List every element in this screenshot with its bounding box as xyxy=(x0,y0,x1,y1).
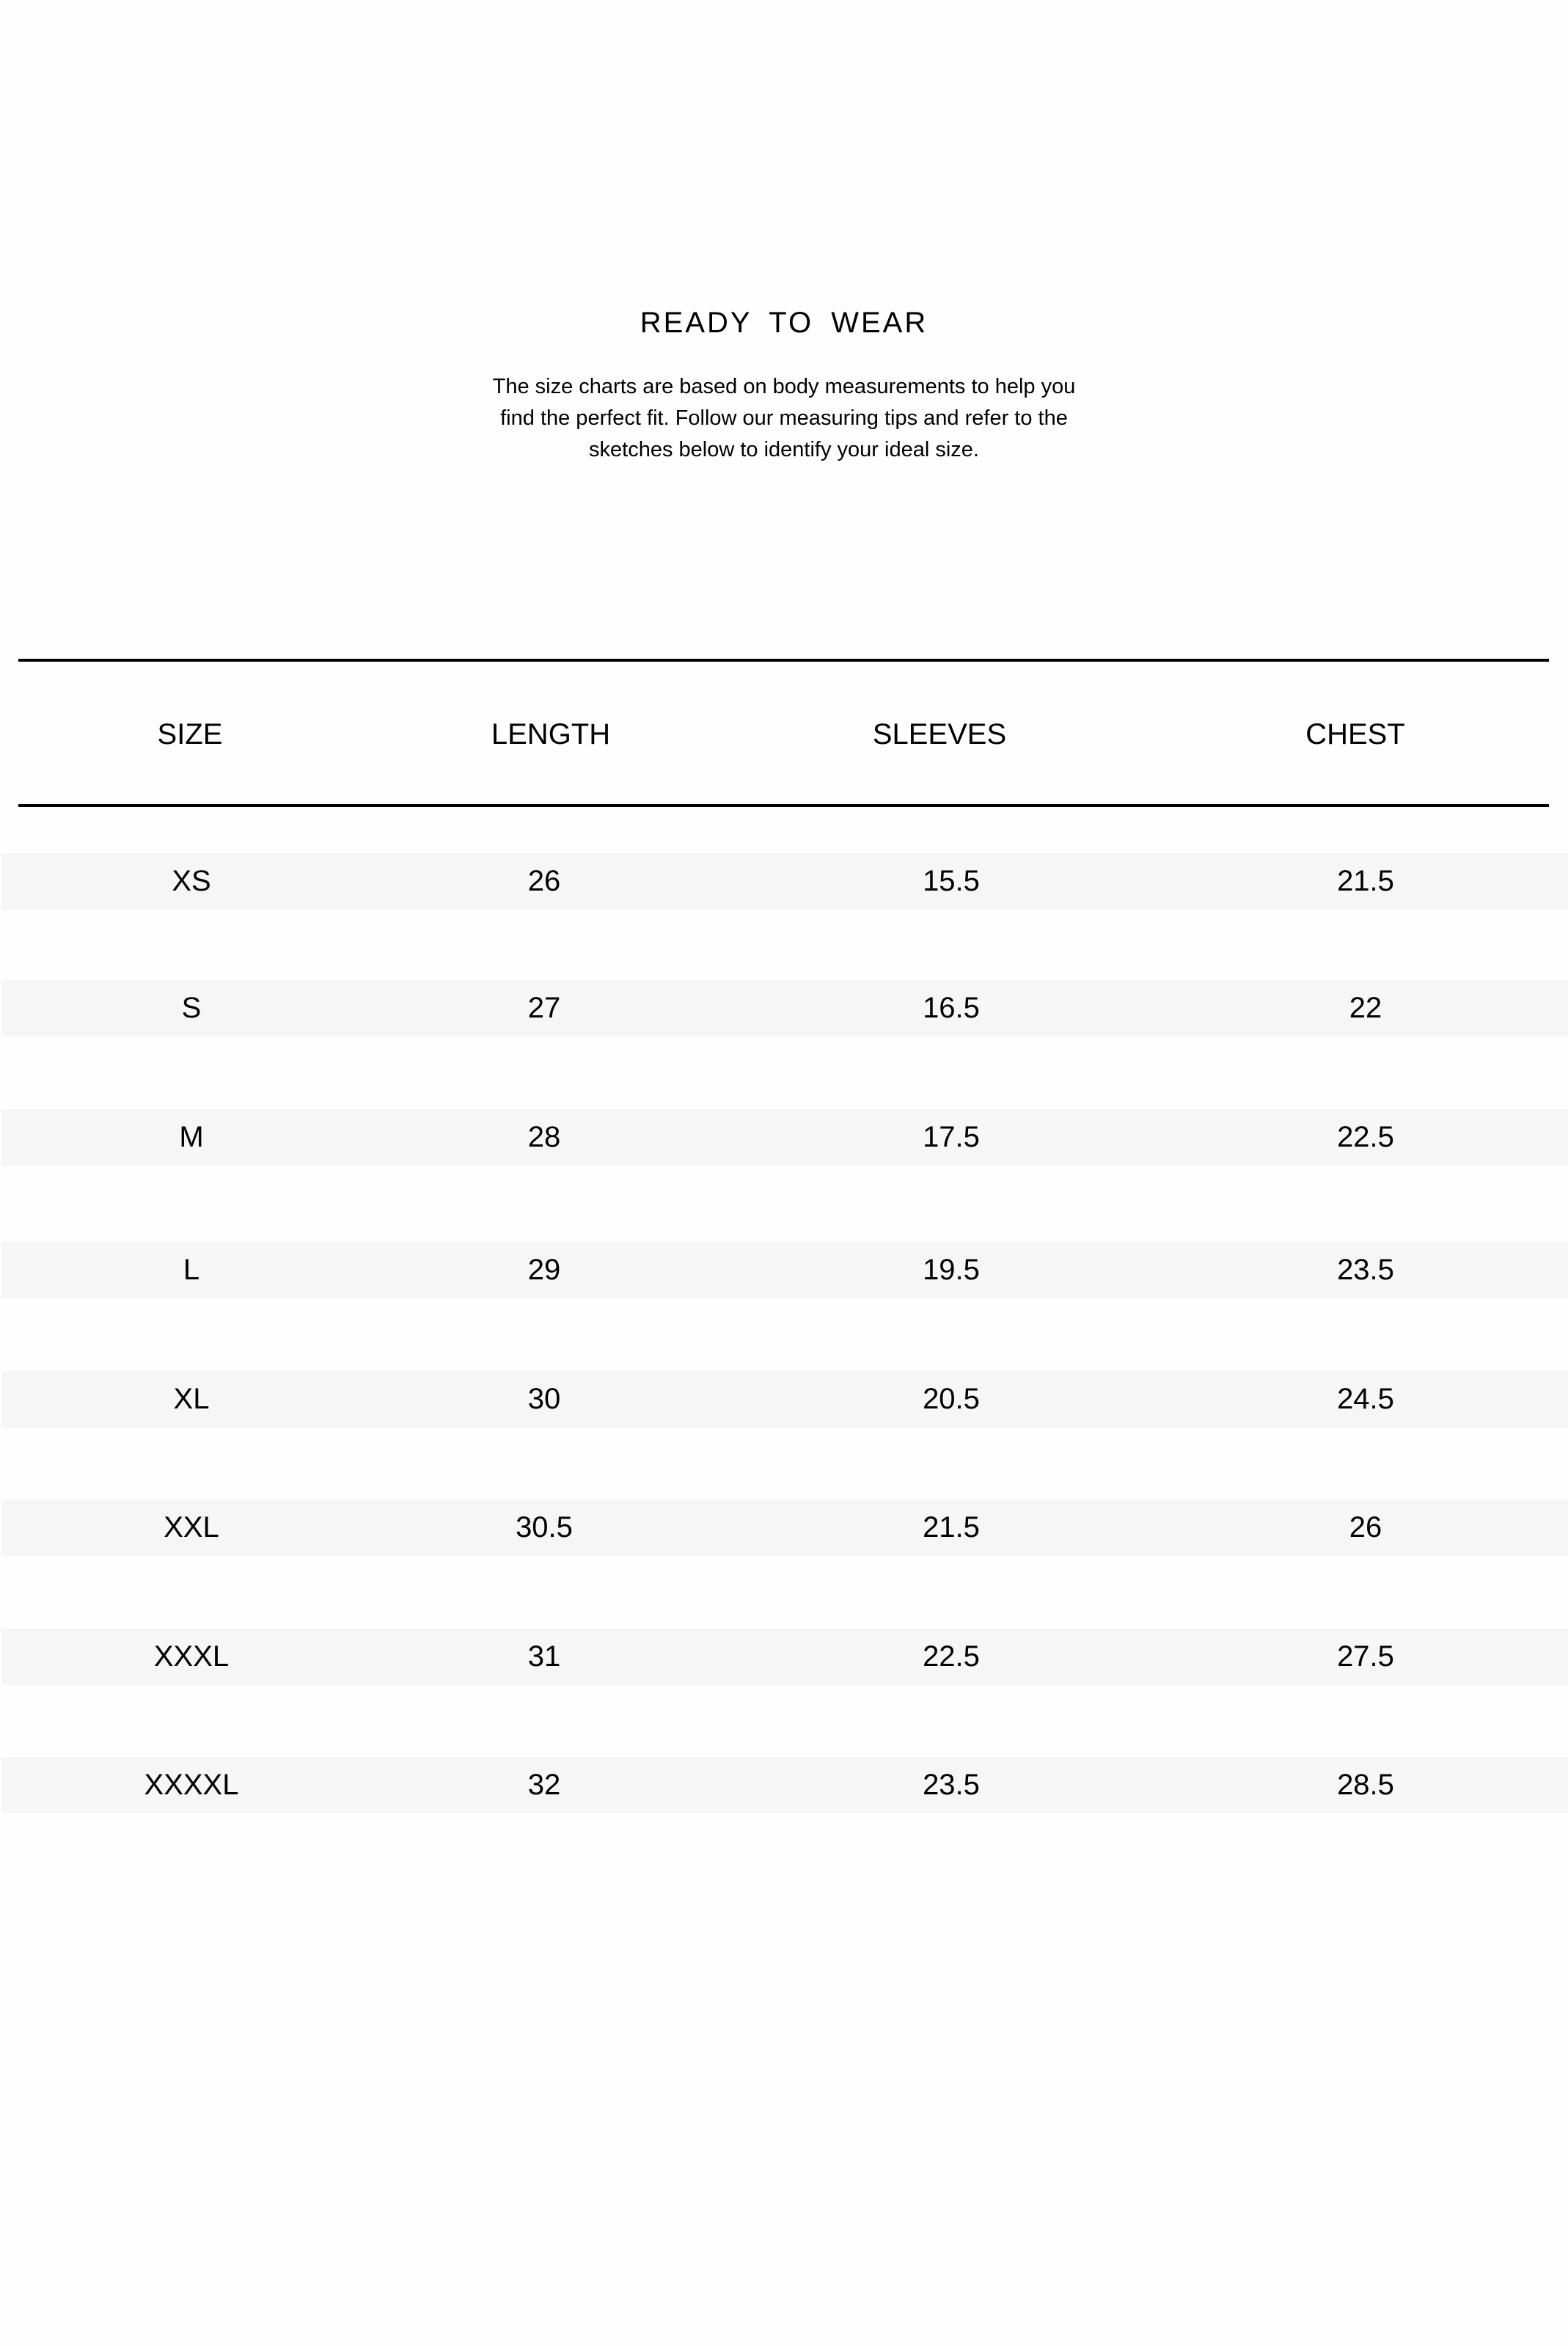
header-chest: CHEST xyxy=(1305,718,1405,750)
cell-chest: 22.5 xyxy=(1337,1121,1394,1153)
header-size: SIZE xyxy=(157,718,223,750)
page-title: READY TO WEAR xyxy=(640,307,928,339)
table-header-divider xyxy=(18,804,1549,807)
cell-size: XXXL xyxy=(153,1640,230,1673)
cell-chest: 27.5 xyxy=(1337,1640,1394,1673)
cell-size: XXXXL xyxy=(144,1769,239,1801)
cell-length: 30 xyxy=(527,1383,561,1415)
cell-length: 26 xyxy=(527,865,561,897)
table-row: M 28 17.5 22.5 xyxy=(1,1109,1568,1166)
table-row: L 29 19.5 23.5 xyxy=(1,1242,1568,1298)
cell-chest: 21.5 xyxy=(1337,865,1394,897)
table-row: XXXL 31 22.5 27.5 xyxy=(1,1629,1568,1685)
cell-size: L xyxy=(183,1254,200,1286)
table-row: XXL 30.5 21.5 26 xyxy=(1,1499,1568,1556)
header-length: LENGTH xyxy=(491,718,611,750)
cell-chest: 23.5 xyxy=(1337,1254,1394,1286)
cell-sleeves: 17.5 xyxy=(923,1121,980,1153)
intro-text: The size charts are based on body measur… xyxy=(492,375,1076,461)
cell-sleeves: 23.5 xyxy=(923,1769,980,1801)
table-top-divider xyxy=(18,659,1549,662)
cell-sleeves: 21.5 xyxy=(923,1511,980,1543)
cell-length: 32 xyxy=(527,1769,561,1801)
cell-chest: 22 xyxy=(1349,992,1382,1024)
cell-sleeves: 20.5 xyxy=(923,1383,980,1415)
cell-sleeves: 16.5 xyxy=(923,992,980,1024)
cell-length: 31 xyxy=(527,1640,561,1673)
table-row: XL 30 20.5 24.5 xyxy=(1,1371,1568,1428)
cell-length: 28 xyxy=(527,1121,561,1153)
cell-length: 30.5 xyxy=(516,1511,573,1543)
cell-sleeves: 19.5 xyxy=(923,1254,980,1286)
cell-chest: 28.5 xyxy=(1337,1769,1394,1801)
cell-size: XS xyxy=(172,865,211,897)
cell-length: 29 xyxy=(527,1254,561,1286)
table-row: XXXXL 32 23.5 28.5 xyxy=(1,1757,1568,1813)
cell-length: 27 xyxy=(527,992,561,1024)
table-header: SIZE LENGTH SLEEVES CHEST xyxy=(0,706,1568,763)
cell-chest: 24.5 xyxy=(1337,1383,1394,1415)
cell-sleeves: 22.5 xyxy=(923,1640,980,1673)
cell-sleeves: 15.5 xyxy=(923,865,980,897)
table-row: XS 26 15.5 21.5 xyxy=(1,853,1568,910)
cell-size: XXL xyxy=(164,1511,219,1543)
cell-chest: 26 xyxy=(1349,1511,1382,1543)
header-sleeves: SLEEVES xyxy=(872,718,1007,750)
cell-size: S xyxy=(181,992,202,1024)
cell-size: XL xyxy=(173,1383,210,1415)
table-row: S 27 16.5 22 xyxy=(1,980,1568,1037)
cell-size: M xyxy=(179,1121,204,1153)
